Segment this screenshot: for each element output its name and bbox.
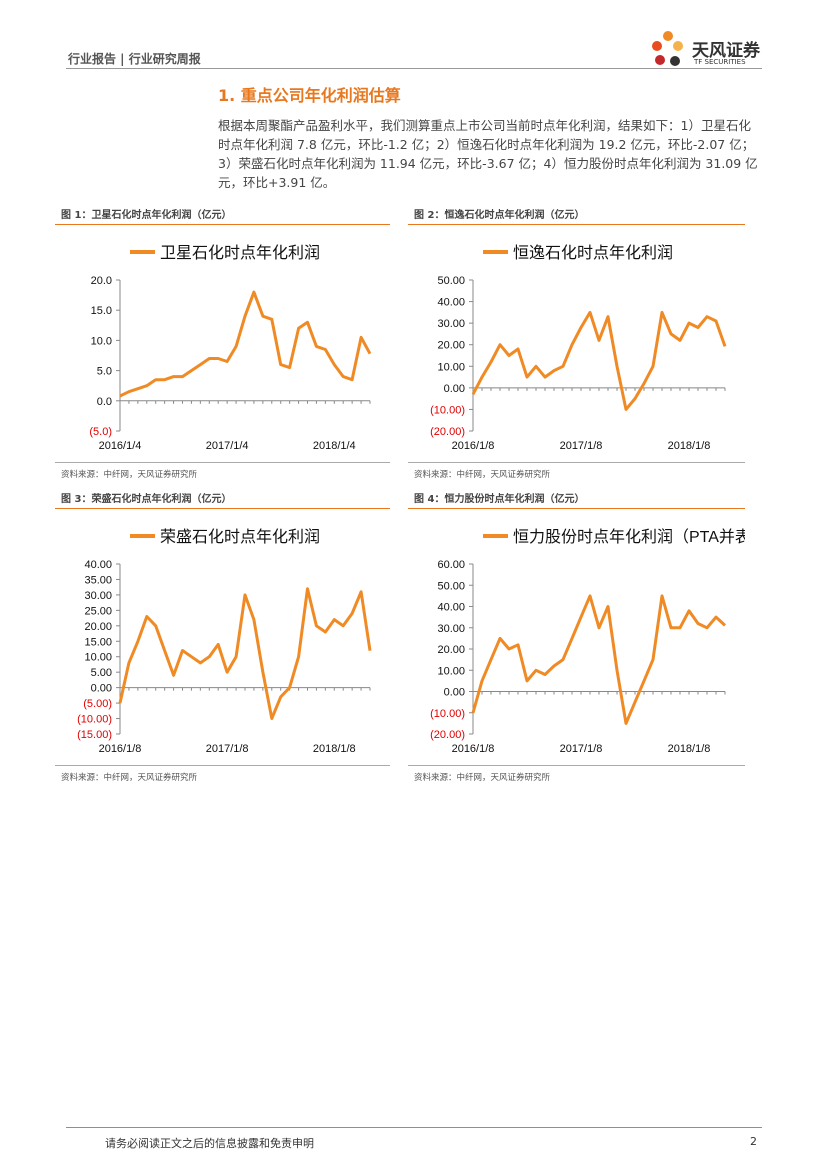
chart: 恒力股份时点年化利润（PTA并表） (20.00) (10.00) 0.00 10.00… [430,528,745,755]
data-line [119,290,372,398]
legend-label: 卫星石化时点年化利润 [160,244,320,262]
y-tick-label: 5.0 [97,366,112,378]
y-tick-label: (5.00) [83,698,112,710]
chart: 卫星石化时点年化利润 (5.0) 0.0 5.0 10.0 15.0 20.0 2016/1/… [89,244,372,452]
y-tick-label: (15.00) [77,729,112,741]
x-tick-label: 2017/1/8 [560,440,603,452]
y-tick-label: 35.00 [84,574,112,586]
source-rule [55,765,390,766]
logo-icon [652,31,683,66]
y-tick-label: 20.00 [437,644,465,656]
x-tick-label: 2017/1/8 [206,743,249,755]
x-tick-label: 2016/1/4 [99,440,142,452]
x-tick-label: 2016/1/8 [99,743,142,755]
y-tick-label: 20.00 [84,621,112,633]
x-tick-label: 2016/1/8 [452,743,495,755]
y-tick-label: 20.00 [437,340,465,352]
source-rule [55,462,390,463]
figure-caption: 图 4：恒力股份时点年化利润（亿元） [414,494,585,505]
x-tick-label: 2018/1/8 [313,743,356,755]
y-tick-label: 30.00 [84,590,112,602]
y-tick-label: 15.0 [91,305,112,317]
y-tick-label: (10.00) [430,708,465,720]
y-tick-label: 0.00 [91,683,112,695]
source-rule [408,765,745,766]
legend-label: 恒逸石化时点年化利润 [513,244,673,262]
logo-en: TF SECURITIES [694,58,746,66]
y-tick-label: 30.00 [437,318,465,330]
footer-rule [66,1127,762,1128]
y-tick-label: 10.0 [91,335,112,347]
figure-source: 资料来源：中纤网，天风证券研究所 [61,773,198,783]
x-tick-label: 2018/1/8 [668,743,711,755]
y-tick-label: 10.00 [437,665,465,677]
y-tick-label: 5.00 [91,667,112,679]
header-rule [66,68,762,69]
x-tick-label: 2017/1/4 [206,440,249,452]
chart: 恒逸石化时点年化利润 (20.00) (10.00) 0.00 10.00 20.00 30… [430,244,727,452]
figure-source: 资料来源：中纤网，天风证券研究所 [414,470,551,480]
y-tick-label: 40.00 [437,602,465,614]
y-tick-label: 50.00 [437,580,465,592]
paragraph: 根据本周聚酯产品盈利水平，我们测算重点上市公司当前时点年化利润，结果如下：1）卫… [218,118,758,190]
y-tick-label: 15.00 [84,636,112,648]
caption-rule [55,508,390,509]
y-tick-label: 50.00 [437,275,465,287]
x-tick-label: 2018/1/8 [668,440,711,452]
y-tick-label: (20.00) [430,729,465,741]
y-tick-label: (20.00) [430,426,465,438]
source-rule [408,462,745,463]
footer-disclaimer: 请务必阅读正文之后的信息披露和免责申明 [105,1137,314,1150]
y-tick-label: 0.0 [97,396,112,408]
y-tick-label: 0.00 [444,687,465,699]
figure-source: 资料来源：中纤网，天风证券研究所 [414,773,551,783]
y-tick-label: 10.00 [84,652,112,664]
y-tick-label: 10.00 [437,361,465,373]
x-tick-label: 2018/1/4 [313,440,356,452]
caption-rule [55,224,390,225]
data-line [471,310,727,411]
x-tick-label: 2017/1/8 [560,743,603,755]
figure-source: 资料来源：中纤网，天风证券研究所 [61,470,198,480]
figure-caption: 图 3：荣盛石化时点年化利润（亿元） [61,494,232,505]
legend-label: 恒力股份时点年化利润（PTA并表） [513,528,745,546]
page-number: 2 [750,1135,757,1148]
header-left: 行业报告 | 行业研究周报 [68,52,201,66]
y-tick-label: 30.00 [437,623,465,635]
y-tick-label: 0.00 [444,383,465,395]
y-tick-label: 60.00 [437,559,465,571]
logo-cn: 天风证券 [692,41,760,61]
y-tick-label: (10.00) [77,714,112,726]
y-tick-label: 40.00 [437,297,465,309]
legend-label: 荣盛石化时点年化利润 [160,528,320,546]
x-tick-label: 2016/1/8 [452,440,495,452]
data-line [471,594,727,725]
y-tick-label: (5.0) [89,426,112,438]
figure-caption: 图 2：恒逸石化时点年化利润（亿元） [414,210,585,221]
chart: 荣盛石化时点年化利润 (15.00) (10.00) (5.00) 0.00 5.00 10… [77,528,372,755]
y-tick-label: 25.00 [84,605,112,617]
section-title: 1. 重点公司年化利润估算 [218,86,401,105]
y-tick-label: 40.00 [84,559,112,571]
caption-rule [408,508,745,509]
caption-rule [408,224,745,225]
y-tick-label: (10.00) [430,404,465,416]
data-line [118,587,372,720]
figure-caption: 图 1：卫星石化时点年化利润（亿元） [61,210,232,221]
y-tick-label: 20.0 [91,275,112,287]
